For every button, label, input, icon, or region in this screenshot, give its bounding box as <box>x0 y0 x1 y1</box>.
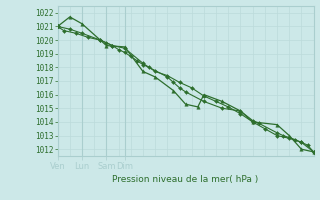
X-axis label: Pression niveau de la mer( hPa ): Pression niveau de la mer( hPa ) <box>112 175 259 184</box>
